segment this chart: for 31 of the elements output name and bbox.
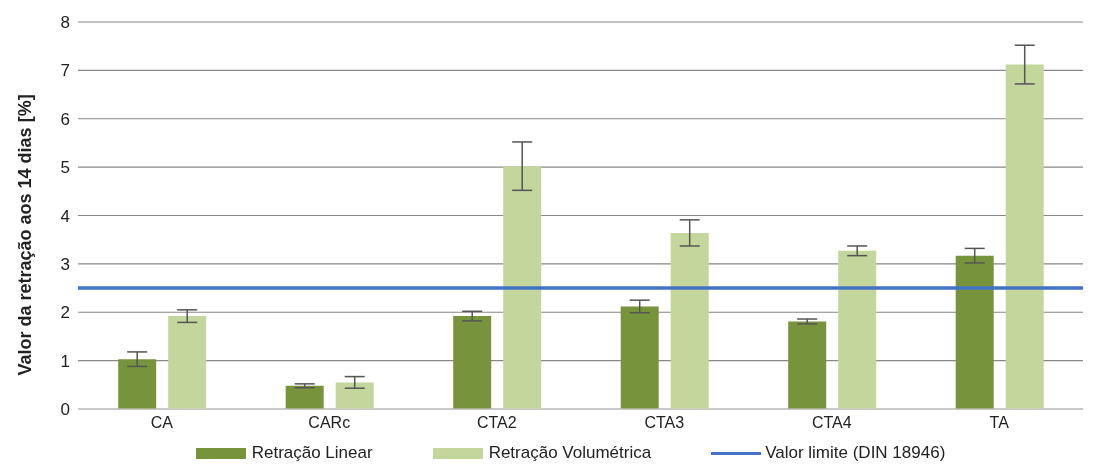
y-tick-label: 5 [60,158,70,178]
y-tick-label: 4 [60,206,70,226]
x-tick-label: CTA3 [644,414,685,432]
bar [670,232,709,409]
x-tick-label: CARc [308,414,351,432]
x-tick-label: CTA4 [811,414,852,432]
y-axis-title: Valor da retração aos 14 dias [%] [15,94,36,376]
bar [1005,64,1044,409]
x-tick-label: CTA2 [476,414,517,432]
legend-label: Retração Volumétrica [488,443,652,463]
bar [118,359,157,409]
y-tick-label: 1 [60,351,70,371]
bar [168,316,207,409]
legend-label: Valor limite (DIN 18946) [765,443,946,463]
bar [788,321,827,409]
y-tick-label: 0 [60,400,70,420]
legend-label: Retração Linear [251,443,373,463]
x-tick-label: TA [989,414,1010,432]
bar [503,166,542,409]
x-tick-label: CA [150,414,174,432]
y-tick-label: 3 [60,254,70,274]
bar [335,382,374,409]
bar [838,250,877,409]
y-tick-label: 7 [60,61,70,81]
bar [620,306,659,409]
bar [285,385,324,409]
y-tick-label: 8 [60,13,70,33]
y-tick-label: 6 [60,109,70,129]
bar [453,316,492,409]
bar [955,255,994,409]
y-tick-label: 2 [60,303,70,323]
